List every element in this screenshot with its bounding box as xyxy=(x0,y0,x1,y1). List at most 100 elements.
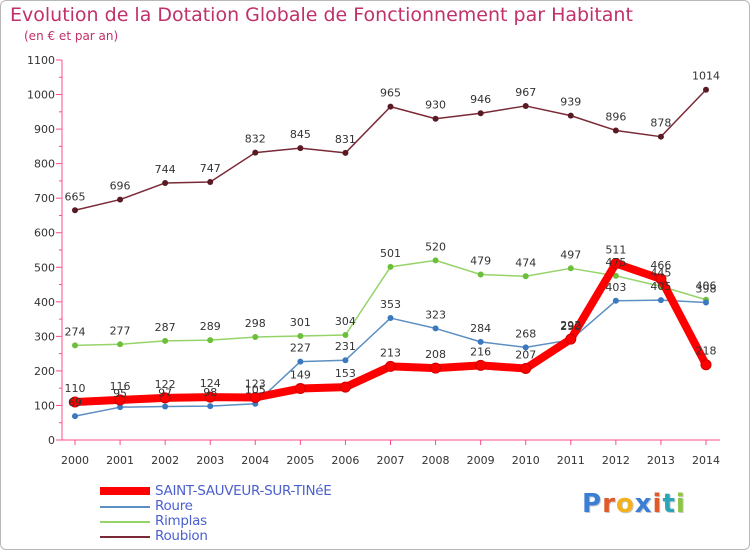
x-tick-label: 2003 xyxy=(196,454,224,467)
logo-letter: x xyxy=(634,489,653,519)
data-point-roure xyxy=(703,299,709,306)
data-label-roubion: 665 xyxy=(65,190,86,203)
data-point-roubion xyxy=(567,112,574,119)
chart-subtitle: (en € et par an) xyxy=(24,29,119,43)
y-tick-label: 700 xyxy=(34,192,55,205)
data-label-roure: 69 xyxy=(68,396,82,409)
data-label-roubion: 845 xyxy=(290,128,311,141)
x-tick-label: 2011 xyxy=(557,454,585,467)
data-label-saint-sauveur-sur-tin-e: 292 xyxy=(560,319,581,332)
logo-letter: t xyxy=(662,489,676,519)
data-point-rimplas xyxy=(432,257,439,264)
data-label-roure: 284 xyxy=(470,322,491,335)
data-label-roubion: 896 xyxy=(605,110,626,123)
x-tick-label: 2006 xyxy=(331,454,359,467)
logo-letter: o xyxy=(615,489,635,519)
data-point-roure xyxy=(72,413,78,420)
data-point-rimplas xyxy=(522,273,529,280)
data-label-saint-sauveur-sur-tin-e: 124 xyxy=(200,377,221,390)
data-label-roubion: 832 xyxy=(245,133,266,146)
data-point-rimplas xyxy=(297,333,304,340)
y-tick-label: 500 xyxy=(34,261,55,274)
x-tick-label: 2012 xyxy=(602,454,630,467)
data-label-roure: 227 xyxy=(290,342,311,355)
data-point-roure xyxy=(387,315,394,322)
data-point-saint-sauveur-sur-tin-e xyxy=(430,362,442,374)
data-point-roure xyxy=(612,297,619,304)
x-tick-label: 2001 xyxy=(106,454,134,467)
data-point-roure xyxy=(522,344,529,351)
data-label-saint-sauveur-sur-tin-e: 123 xyxy=(245,378,266,391)
data-point-roubion xyxy=(72,207,78,214)
data-label-saint-sauveur-sur-tin-e: 153 xyxy=(335,367,356,380)
data-label-roubion: 946 xyxy=(470,93,491,106)
data-label-roubion: 930 xyxy=(425,99,446,112)
data-point-roubion xyxy=(252,149,259,156)
data-label-roubion: 696 xyxy=(110,180,131,193)
x-tick-label: 2004 xyxy=(241,454,269,467)
data-label-saint-sauveur-sur-tin-e: 116 xyxy=(110,380,131,393)
legend-swatch-roubion xyxy=(100,536,150,538)
data-point-saint-sauveur-sur-tin-e xyxy=(700,359,712,371)
data-label-roure: 398 xyxy=(696,283,717,296)
data-label-roure: 231 xyxy=(335,340,356,353)
data-label-roure: 268 xyxy=(515,327,536,340)
y-tick-label: 0 xyxy=(48,434,55,447)
data-label-rimplas: 501 xyxy=(380,247,401,260)
data-label-saint-sauveur-sur-tin-e: 110 xyxy=(65,382,86,395)
data-point-roubion xyxy=(297,145,304,152)
data-point-roure xyxy=(297,358,304,365)
data-point-saint-sauveur-sur-tin-e xyxy=(385,360,396,372)
data-label-saint-sauveur-sur-tin-e: 218 xyxy=(696,345,717,358)
x-tick-label: 2002 xyxy=(151,454,179,467)
data-label-saint-sauveur-sur-tin-e: 213 xyxy=(380,346,401,359)
logo-letter: i xyxy=(652,489,663,519)
legend-label-rimplas: Rimplas xyxy=(155,513,207,529)
data-point-saint-sauveur-sur-tin-e xyxy=(520,362,532,374)
x-tick-label: 2000 xyxy=(61,454,89,467)
y-tick-label: 600 xyxy=(34,227,55,240)
data-label-rimplas: 406 xyxy=(696,280,717,293)
logo-letter: r xyxy=(602,489,616,519)
data-label-roure: 405 xyxy=(650,280,671,293)
data-label-rimplas: 298 xyxy=(245,317,266,330)
data-point-roure xyxy=(477,338,484,345)
data-point-saint-sauveur-sur-tin-e xyxy=(655,273,667,285)
data-label-saint-sauveur-sur-tin-e: 216 xyxy=(470,345,491,358)
data-label-saint-sauveur-sur-tin-e: 149 xyxy=(290,369,311,382)
data-label-roubion: 965 xyxy=(380,87,401,100)
data-label-saint-sauveur-sur-tin-e: 207 xyxy=(515,348,536,361)
data-point-roubion xyxy=(657,133,664,140)
x-tick-label: 2014 xyxy=(692,454,720,467)
legend-swatch-rimplas xyxy=(100,521,150,523)
data-label-saint-sauveur-sur-tin-e: 208 xyxy=(425,348,446,361)
data-label-roure: 403 xyxy=(605,281,626,294)
data-point-roure xyxy=(207,403,214,410)
data-label-roure: 98 xyxy=(203,386,217,399)
data-label-saint-sauveur-sur-tin-e: 122 xyxy=(155,378,176,391)
legend-label-saint-sauveur: SAINT-SAUVEUR-SUR-TINéE xyxy=(155,483,332,499)
data-label-roure: 97 xyxy=(158,386,172,399)
data-point-roubion xyxy=(432,115,439,122)
data-point-roubion xyxy=(703,86,709,93)
logo-letter: i xyxy=(675,489,686,519)
data-label-rimplas: 289 xyxy=(200,320,221,333)
x-tick-label: 2013 xyxy=(647,454,675,467)
data-label-roure: 105 xyxy=(245,384,266,397)
x-tick-label: 2007 xyxy=(377,454,405,467)
data-point-rimplas xyxy=(162,337,169,344)
data-label-roubion: 967 xyxy=(515,86,536,99)
data-point-rimplas xyxy=(612,272,619,279)
x-tick-label: 2010 xyxy=(512,454,540,467)
data-label-rimplas: 520 xyxy=(425,240,446,253)
data-label-roubion: 1014 xyxy=(692,70,720,83)
data-point-roure xyxy=(162,403,169,410)
data-point-roubion xyxy=(522,102,529,109)
legend-label-roure: Roure xyxy=(155,498,193,514)
data-point-saint-sauveur-sur-tin-e xyxy=(565,333,577,345)
data-point-saint-sauveur-sur-tin-e xyxy=(69,396,81,408)
data-label-roure: 290 xyxy=(560,320,581,333)
x-tick-label: 2005 xyxy=(286,454,314,467)
data-point-saint-sauveur-sur-tin-e xyxy=(294,383,306,395)
